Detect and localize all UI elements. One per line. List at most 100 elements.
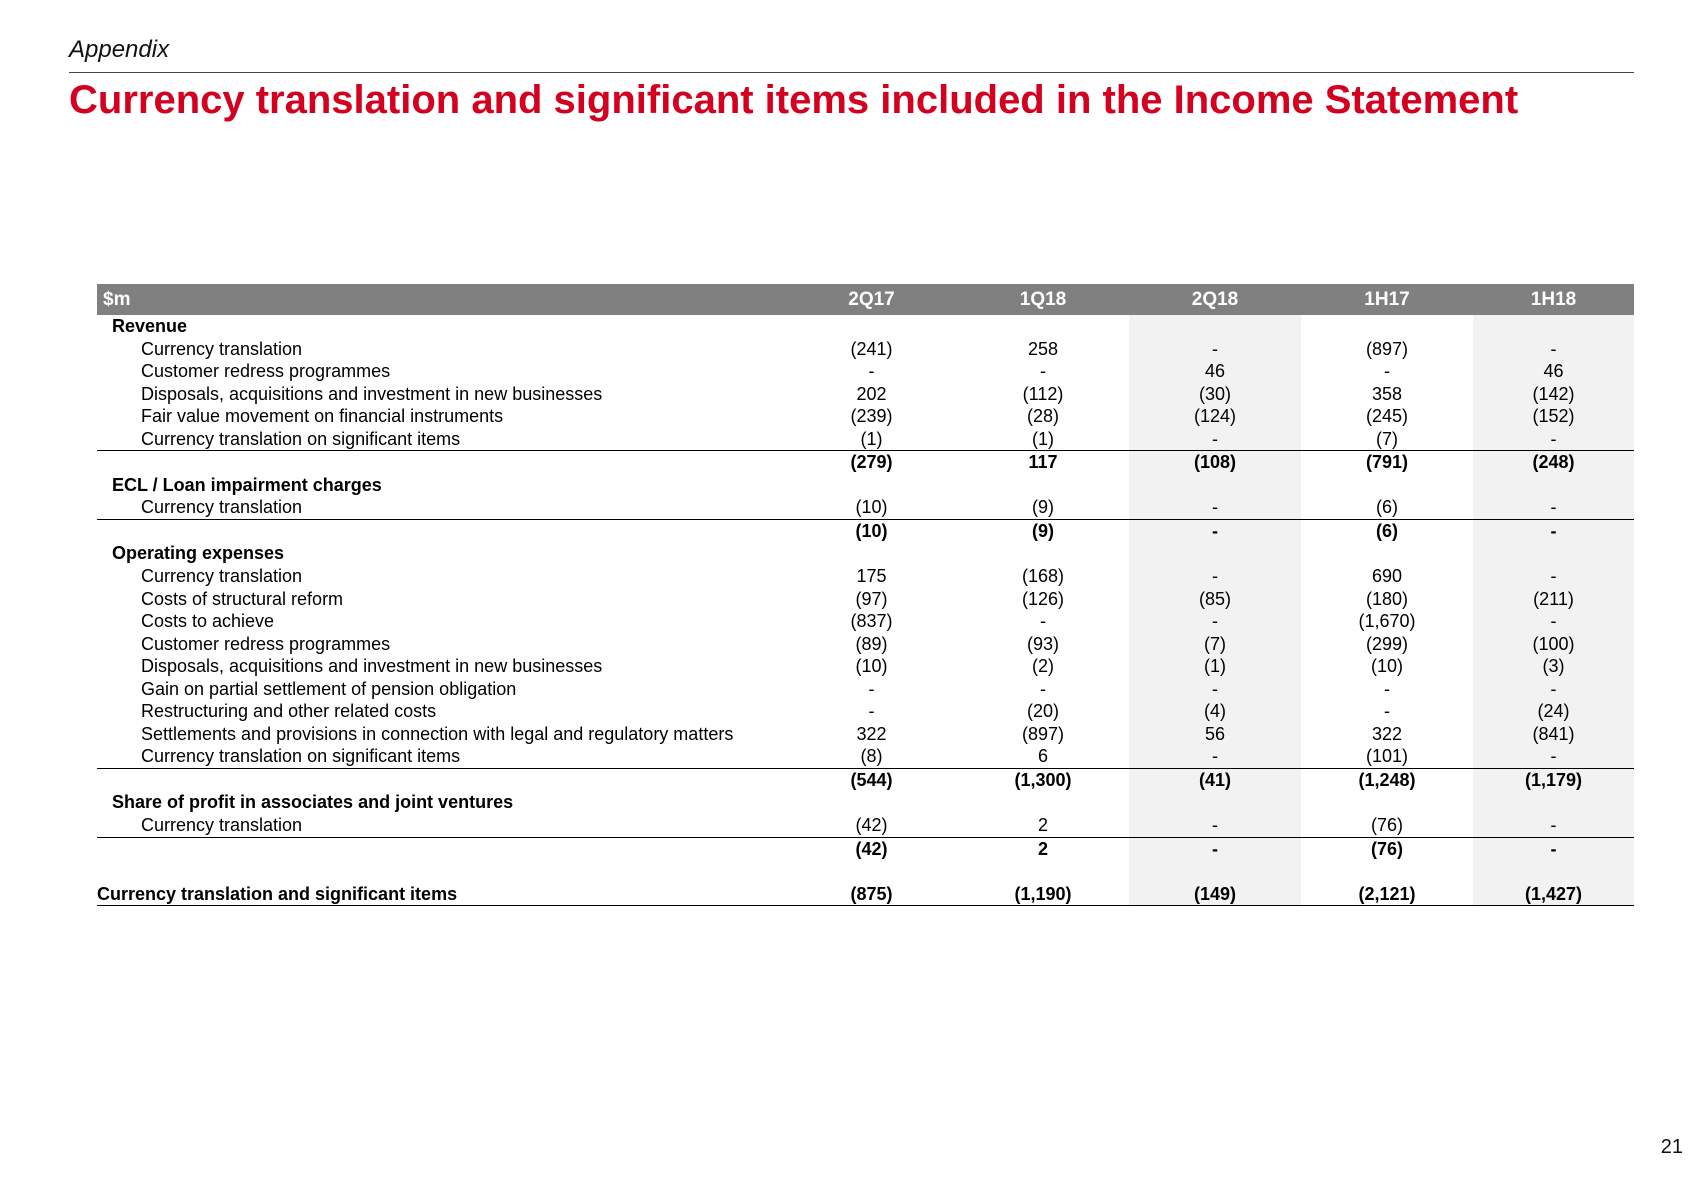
value-cell: 175	[856, 566, 887, 587]
value-cell: (1)	[1032, 428, 1054, 449]
value-cell	[1473, 791, 1634, 815]
value-cell: (9)	[1032, 497, 1054, 518]
row-label	[97, 836, 786, 861]
subtotal-row: (10) (9) - (6) -	[97, 518, 1634, 543]
table-row: Settlements and provisions in connection…	[97, 722, 1634, 746]
value-cell: (10)	[855, 497, 888, 518]
value-cell: 46	[1473, 360, 1634, 383]
value-cell: -	[1473, 427, 1634, 451]
row-label: Settlements and provisions in connection…	[141, 723, 734, 744]
value-cell: -	[1129, 677, 1301, 701]
value-cell: (41)	[1129, 767, 1301, 792]
row-label	[97, 860, 786, 883]
grand-total-row: Currency translation and significant ite…	[97, 882, 1634, 907]
value-cell: (7)	[1129, 632, 1301, 656]
value-cell: -	[1129, 610, 1301, 633]
row-label: Gain on partial settlement of pension ob…	[141, 678, 517, 699]
column-header: 1H17	[1301, 284, 1473, 315]
value-cell: (897)	[1365, 338, 1409, 359]
value-cell	[1129, 315, 1301, 338]
column-header: 2Q18	[1129, 284, 1301, 315]
row-label: Currency translation	[141, 815, 303, 836]
value-cell: (279)	[786, 450, 957, 474]
value-cell: (10)	[1370, 656, 1403, 677]
value-cell: -	[1040, 611, 1046, 632]
column-header: 1Q18	[957, 284, 1129, 315]
value-cell	[1301, 791, 1473, 814]
value-cell	[1301, 542, 1473, 565]
value-cell	[786, 474, 957, 497]
value-cell: -	[1129, 814, 1301, 838]
table-row: Customer redress programmes (89) (93) (7) (2…	[97, 632, 1634, 656]
header-divider	[69, 72, 1634, 73]
value-cell: 56	[1129, 722, 1301, 746]
value-cell: (1)	[1129, 655, 1301, 678]
column-header: 2Q17	[786, 284, 957, 315]
value-cell: (42)	[855, 815, 888, 836]
value-cell: (168)	[1021, 566, 1065, 587]
row-label: Restructuring and other related costs	[141, 701, 437, 722]
value-cell: -	[1040, 678, 1046, 699]
table-header-row: $m 2Q17 1Q18 2Q18 1H17 1H18	[97, 284, 1634, 315]
row-label: Disposals, acquisitions and investment i…	[141, 383, 603, 404]
row-label: Costs to achieve	[141, 611, 275, 632]
value-cell	[1473, 315, 1634, 338]
value-cell: 46	[1129, 360, 1301, 383]
table-row: Currency translation on significant item…	[97, 745, 1634, 769]
value-cell	[786, 542, 957, 565]
value-cell: (875)	[786, 882, 957, 907]
value-cell: 2	[1037, 815, 1048, 836]
value-cell: (124)	[1129, 405, 1301, 428]
value-cell	[957, 791, 1129, 814]
value-cell: (299)	[1365, 633, 1409, 654]
value-cell: (837)	[850, 611, 893, 632]
value-cell: (248)	[1473, 450, 1634, 474]
table-row: Currency translation on significant item…	[97, 427, 1634, 451]
value-cell	[1129, 860, 1301, 883]
page-number: 21	[1660, 1136, 1683, 1158]
value-cell	[1473, 542, 1634, 566]
subtotal-row: (279) 117 (108) (791) (248)	[97, 450, 1634, 474]
value-cell: (8)	[860, 746, 883, 767]
table-row: Restructuring and other related costs - (2…	[97, 700, 1634, 723]
value-cell: (24)	[1473, 700, 1634, 723]
value-cell	[1129, 791, 1301, 815]
value-cell: (6)	[1301, 518, 1473, 543]
value-cell	[1301, 860, 1473, 883]
table-row: Costs to achieve (837) - - (1,670) -	[97, 610, 1634, 633]
value-cell	[957, 315, 1129, 338]
value-cell: (544)	[786, 767, 957, 792]
unit-header: $m	[97, 284, 786, 315]
value-cell	[957, 860, 1129, 883]
value-cell: (97)	[855, 588, 888, 609]
value-cell: -	[1384, 701, 1390, 722]
value-cell: -	[1473, 814, 1634, 838]
value-cell: (76)	[1301, 836, 1473, 861]
row-label: Customer redress programmes	[141, 361, 391, 382]
value-cell: 358	[1371, 383, 1403, 404]
table-row: Gain on partial settlement of pension ob…	[97, 677, 1634, 701]
value-cell: (108)	[1129, 450, 1301, 474]
value-cell	[1129, 473, 1301, 497]
row-label: Fair value movement on financial instrum…	[141, 406, 504, 427]
section-row: Share of profit in associates and joint …	[97, 791, 1634, 815]
value-cell: (211)	[1473, 587, 1634, 611]
row-label	[97, 450, 786, 474]
value-cell: -	[1129, 427, 1301, 451]
value-cell: (28)	[1026, 406, 1059, 427]
value-cell: -	[1040, 361, 1046, 382]
value-cell: (897)	[1021, 723, 1065, 744]
value-cell	[957, 542, 1129, 565]
value-cell: (142)	[1473, 382, 1634, 406]
section-label: Appendix	[69, 36, 170, 63]
value-cell: 117	[957, 450, 1129, 474]
value-cell: (85)	[1129, 587, 1301, 611]
row-label: Currency translation on significant item…	[141, 746, 461, 767]
value-cell: (100)	[1473, 632, 1634, 656]
row-label: ECL / Loan impairment charges	[112, 474, 382, 495]
value-cell: (841)	[1473, 722, 1634, 746]
value-cell: -	[1473, 518, 1634, 543]
value-cell: (1,190)	[957, 882, 1129, 907]
column-header: 1H18	[1473, 284, 1634, 315]
row-label: Currency translation and significant ite…	[97, 882, 786, 907]
